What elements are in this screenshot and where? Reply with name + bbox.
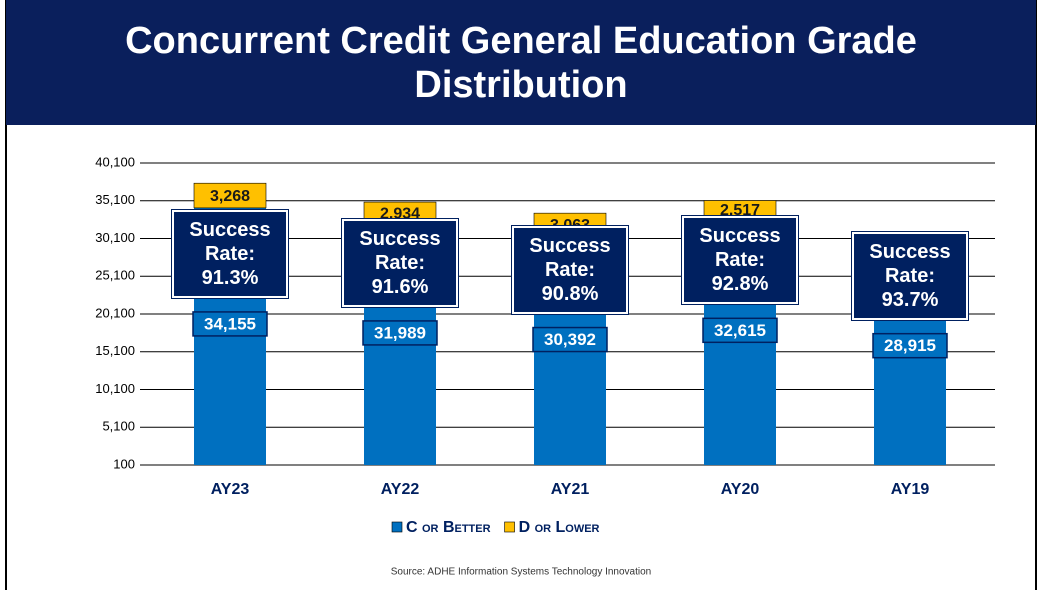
success-rate: Success Rate: 93.7%: [851, 230, 969, 321]
legend-swatch: [391, 521, 403, 533]
value-label-box: [192, 311, 268, 337]
y-tick-label: 35,100: [95, 192, 135, 207]
legend-label: C or Better: [406, 519, 491, 536]
value-label: 28,915: [884, 336, 936, 355]
value-label: 2,934: [380, 205, 420, 222]
value-label: 3,268: [210, 188, 250, 205]
x-tick-label: AY22: [381, 481, 420, 498]
success-rate: Success Rate: 91.3%: [171, 208, 289, 299]
value-label: 2,517: [720, 202, 760, 219]
y-tick-label: 15,100: [95, 343, 135, 358]
value-label-box: [872, 332, 948, 359]
success-rate: Success Rate: 92.8%: [681, 215, 799, 306]
x-tick-label: AY21: [551, 481, 590, 498]
x-tick-label: AY19: [891, 481, 930, 498]
y-tick-label: 25,100: [95, 268, 135, 283]
value-label: 31,989: [374, 323, 426, 342]
bar-segment: [193, 182, 267, 209]
header: Concurrent Credit General Education Grad…: [6, 0, 1036, 125]
y-tick-label: 10,100: [95, 381, 135, 396]
success-rate: Success Rate: 90.8%: [511, 224, 629, 315]
success-rate: Success Rate: 91.6%: [341, 217, 459, 308]
y-tick-label: 20,100: [95, 305, 135, 320]
value-label-box: [702, 317, 778, 344]
legend-label: D or Lower: [519, 519, 600, 536]
value-label: 30,392: [544, 330, 596, 349]
chart-title: Concurrent Credit General Education Grad…: [125, 19, 917, 106]
value-label-box: [532, 326, 608, 353]
value-label-box: [362, 320, 438, 346]
y-tick-label: 100: [113, 456, 135, 471]
legend-swatch: [504, 521, 515, 533]
y-tick-label: 5,100: [102, 419, 135, 434]
source: Source: ADHE Information Systems Technol…: [391, 567, 652, 578]
y-tick-label: 40,100: [95, 154, 135, 169]
value-label: 32,615: [714, 321, 766, 340]
x-tick-label: AY23: [211, 481, 250, 498]
value-label: 34,155: [204, 314, 256, 333]
y-tick-label: 30,100: [95, 230, 135, 245]
x-tick-label: AY20: [721, 481, 760, 498]
